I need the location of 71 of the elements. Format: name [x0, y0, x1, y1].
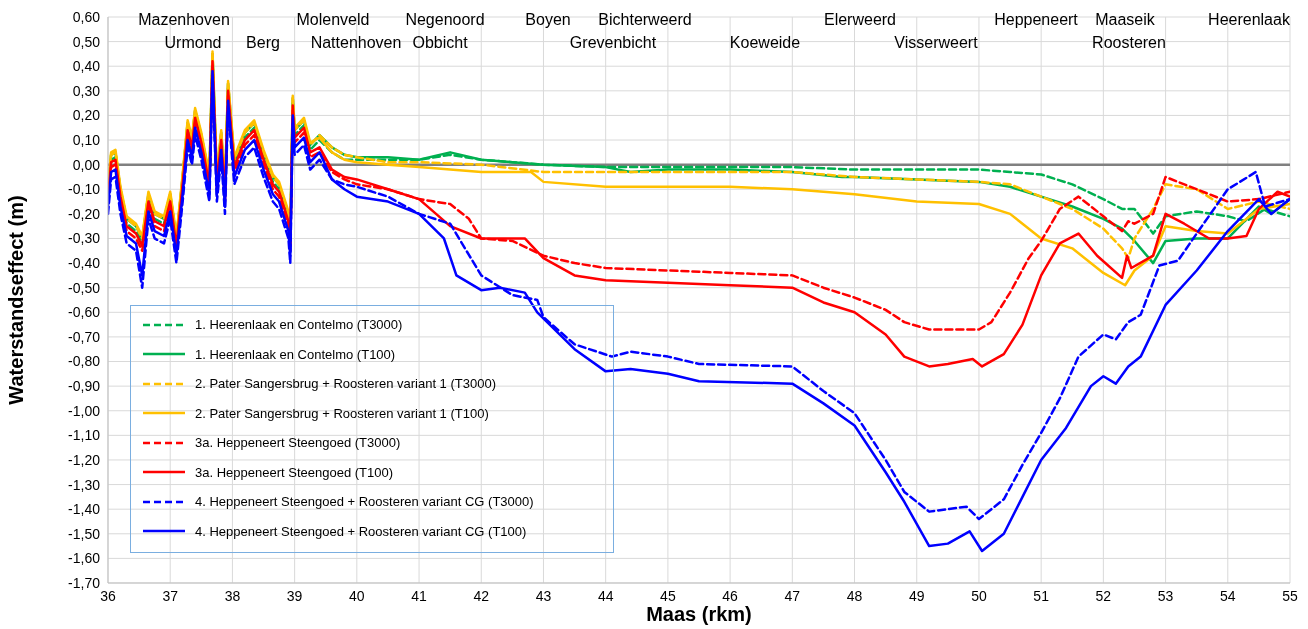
y-tick-label: -0,80: [68, 353, 101, 370]
x-tick-label: 44: [597, 587, 614, 604]
annotation: Grevenbicht: [569, 34, 657, 52]
x-tick-label: 52: [1095, 587, 1112, 604]
x-tick-label: 51: [1033, 587, 1050, 604]
x-tick-label: 46: [722, 587, 739, 604]
x-tick-label: 48: [846, 587, 863, 604]
y-tick-label: -1,70: [68, 574, 101, 591]
x-tick-label: 40: [349, 587, 365, 604]
x-tick-label: 45: [660, 587, 676, 604]
y-tick-label: -0,90: [68, 378, 101, 395]
annotation: Koeweide: [729, 34, 801, 52]
y-tick-label: -1,40: [68, 501, 101, 518]
x-tick-label: 36: [100, 587, 116, 604]
y-tick-label: -1,30: [68, 476, 101, 493]
legend-label: 4. Heppeneert Steengoed + Roosteren variant CG (T3000): [195, 494, 534, 510]
legend-label: 2. Pater Sangersbrug + Roosteren variant 1 (T3000): [195, 376, 496, 392]
y-tick-label: 0,30: [72, 82, 101, 99]
x-tick-label: 50: [971, 587, 987, 604]
y-tick-label: -1,00: [68, 402, 101, 419]
x-tick-label: 37: [162, 587, 179, 604]
annotation: Heerenlaak: [1208, 11, 1290, 29]
legend-label: 3a. Heppeneert Steengoed (T100): [195, 464, 394, 480]
y-tick-label: -1,60: [68, 550, 101, 567]
annotation: Maaseik: [1095, 11, 1155, 29]
annotation: Bichterweerd: [598, 11, 692, 29]
legend-label: 4. Heppeneert Steengoed + Roosteren variant CG (T100): [195, 523, 527, 539]
y-tick-label: -1,20: [68, 451, 101, 468]
y-tick-label: -0,40: [68, 255, 101, 272]
annotation: Berg: [246, 34, 280, 52]
legend-label: 3a. Heppeneert Steengoed (T3000): [195, 435, 401, 451]
annotation: Molenveld: [296, 11, 370, 29]
x-tick-label: 54: [1220, 587, 1236, 604]
legend-label: 2. Pater Sangersbrug + Roosteren variant 1 (T100): [195, 405, 489, 421]
annotation: Visserweert: [894, 34, 978, 52]
y-tick-label: -0,70: [68, 328, 101, 345]
annotation: Boyen: [525, 11, 571, 29]
x-tick-label: 42: [473, 587, 490, 604]
x-axis-title: Maas (rkm): [646, 603, 752, 625]
y-tick-label: 0,20: [72, 107, 101, 124]
y-tick-label: -0,50: [68, 279, 101, 296]
y-tick-label: 0,00: [72, 156, 101, 173]
y-tick-label: -0,10: [68, 181, 101, 198]
legend-label: 1. Heerenlaak en Contelmo (T3000): [195, 317, 403, 333]
x-tick-label: 49: [908, 587, 925, 604]
y-tick-label: 0,10: [72, 132, 101, 149]
annotation: Heppeneert: [994, 11, 1078, 29]
y-tick-label: 0,50: [72, 33, 101, 50]
x-tick-label: 38: [224, 587, 241, 604]
annotation: Nattenhoven: [310, 34, 402, 52]
y-tick-label: -1,50: [68, 525, 101, 542]
y-tick-label: -1,10: [68, 427, 101, 444]
legend-label: 1. Heerenlaak en Contelmo (T100): [195, 346, 396, 362]
y-tick-label: -0,20: [68, 205, 101, 222]
y-tick-label: -0,60: [68, 304, 101, 321]
annotation: Urmond: [164, 34, 222, 52]
x-tick-label: 47: [784, 587, 801, 604]
x-tick-label: 53: [1157, 587, 1174, 604]
annotation: Roosteren: [1092, 34, 1166, 52]
y-tick-label: 0,60: [72, 8, 101, 25]
x-tick-label: 43: [535, 587, 552, 604]
annotation: Mazenhoven: [138, 11, 230, 29]
y-axis-title: Waterstandseffect (m): [5, 195, 28, 405]
annotation: Elerweerd: [823, 11, 897, 29]
annotation: Negenoord: [405, 11, 485, 29]
y-tick-label: 0,40: [72, 58, 101, 75]
y-tick-label: -0,30: [68, 230, 101, 247]
x-tick-label: 41: [411, 587, 428, 604]
annotation: Obbicht: [412, 34, 468, 52]
x-tick-label: 39: [286, 587, 303, 604]
x-tick-label: 55: [1282, 587, 1298, 604]
